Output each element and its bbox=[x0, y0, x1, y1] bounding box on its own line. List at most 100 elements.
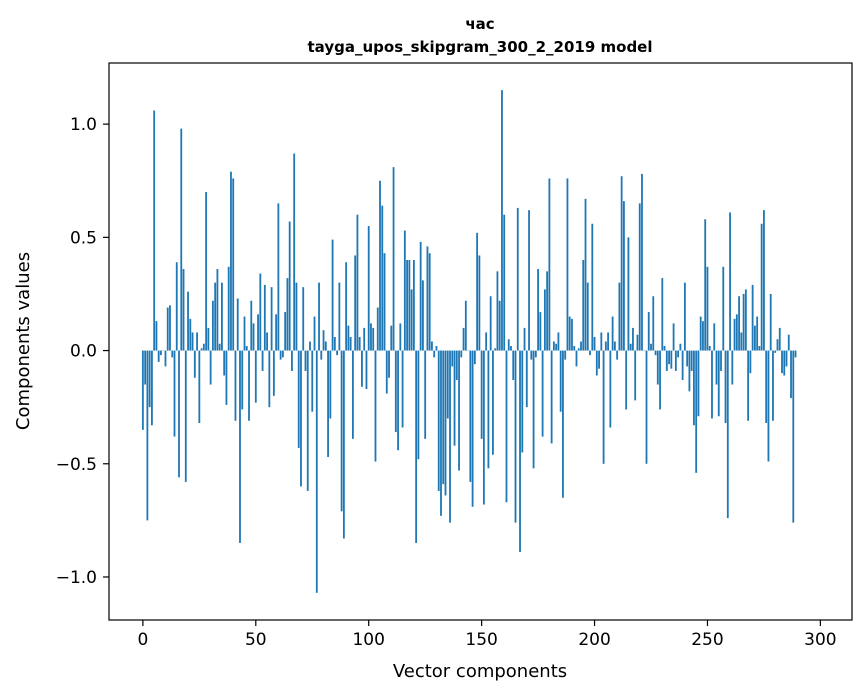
bar-component-208 bbox=[611, 316, 614, 351]
bar-component-32 bbox=[214, 282, 217, 351]
bar-component-109 bbox=[388, 350, 390, 378]
y-tick-label: 1.0 bbox=[70, 115, 97, 135]
bar-component-22 bbox=[191, 332, 194, 351]
bar-component-26 bbox=[200, 348, 203, 351]
bar-component-210 bbox=[616, 350, 619, 360]
bar-component-50 bbox=[254, 350, 257, 403]
bar-component-250 bbox=[706, 266, 709, 351]
bar-component-112 bbox=[394, 350, 397, 433]
bar-component-212 bbox=[620, 176, 623, 351]
bar-component-254 bbox=[715, 350, 718, 385]
bar-component-13 bbox=[171, 350, 174, 358]
bar-component-179 bbox=[546, 271, 549, 351]
bar-component-66 bbox=[291, 350, 293, 371]
bar-component-107 bbox=[383, 253, 386, 351]
bar-component-37 bbox=[225, 350, 228, 405]
bar-component-238 bbox=[679, 343, 682, 351]
x-axis-ticks: 0 50 100 150 200 250 300 bbox=[137, 620, 837, 650]
bar-component-241 bbox=[686, 350, 689, 367]
bar-component-84 bbox=[331, 239, 334, 351]
bar-component-15 bbox=[175, 262, 178, 351]
bar-component-252 bbox=[711, 350, 713, 419]
bar-component-76 bbox=[313, 316, 316, 351]
bar-component-248 bbox=[702, 321, 704, 351]
bar-component-277 bbox=[767, 350, 770, 462]
bar-component-131 bbox=[437, 350, 440, 491]
bar-component-191 bbox=[573, 346, 576, 351]
bar-component-246 bbox=[697, 350, 700, 417]
bar-component-157 bbox=[496, 271, 499, 351]
bar-component-176 bbox=[539, 312, 542, 351]
bar-component-122 bbox=[417, 350, 420, 460]
bar-component-128 bbox=[431, 341, 433, 351]
bar-component-153 bbox=[487, 350, 490, 469]
bar-component-268 bbox=[747, 350, 750, 421]
bar-component-33 bbox=[216, 269, 219, 351]
bar-component-190 bbox=[571, 318, 573, 351]
x-tick-label: 50 bbox=[245, 630, 267, 650]
y-tick-label: −0.5 bbox=[56, 455, 97, 475]
bar-component-48 bbox=[250, 300, 253, 351]
bar-component-228 bbox=[656, 350, 659, 385]
bar-component-79 bbox=[320, 350, 323, 360]
bar-component-163 bbox=[510, 346, 512, 351]
bar-component-242 bbox=[688, 350, 691, 392]
bar-component-61 bbox=[279, 350, 282, 360]
bar-component-267 bbox=[744, 289, 747, 351]
bar-component-284 bbox=[783, 350, 786, 376]
bar-component-199 bbox=[591, 223, 594, 351]
bar-component-270 bbox=[751, 284, 754, 351]
bar-component-269 bbox=[749, 350, 752, 374]
bar-component-170 bbox=[525, 350, 528, 408]
bar-component-148 bbox=[476, 232, 479, 351]
bar-component-55 bbox=[266, 332, 268, 351]
bar-component-49 bbox=[252, 323, 255, 351]
bar-component-175 bbox=[537, 269, 539, 351]
bar-component-17 bbox=[180, 128, 183, 351]
bar-component-287 bbox=[790, 350, 792, 399]
bar-component-103 bbox=[374, 350, 377, 462]
bar-component-130 bbox=[435, 346, 438, 351]
bar-component-189 bbox=[568, 316, 571, 351]
bar-component-235 bbox=[672, 323, 675, 351]
bar-component-150 bbox=[480, 350, 483, 439]
bar-component-160 bbox=[503, 214, 506, 351]
bar-component-6 bbox=[155, 321, 158, 351]
bar-component-158 bbox=[498, 300, 501, 351]
bar-component-161 bbox=[505, 350, 508, 503]
bar-component-226 bbox=[652, 296, 655, 351]
bar-component-98 bbox=[363, 327, 366, 351]
bar-component-108 bbox=[385, 350, 388, 394]
bar-component-116 bbox=[403, 230, 406, 351]
bar-component-214 bbox=[625, 350, 628, 410]
bar-component-34 bbox=[218, 343, 221, 351]
bar-component-229 bbox=[659, 350, 661, 410]
bar-component-143 bbox=[464, 300, 467, 351]
bar-component-197 bbox=[586, 282, 589, 351]
bar-component-285 bbox=[785, 350, 788, 367]
bar-component-54 bbox=[263, 284, 266, 351]
bar-component-173 bbox=[532, 350, 535, 469]
bar-component-114 bbox=[399, 323, 402, 351]
bar-component-121 bbox=[415, 350, 418, 544]
bar-component-165 bbox=[514, 350, 517, 523]
bar-component-159 bbox=[501, 90, 503, 351]
bar-component-185 bbox=[559, 350, 562, 412]
bar-component-223 bbox=[645, 350, 648, 464]
bar-component-95 bbox=[356, 214, 359, 351]
bar-component-118 bbox=[408, 259, 411, 351]
bar-component-97 bbox=[361, 350, 363, 387]
bar-component-35 bbox=[221, 282, 223, 351]
x-tick-label: 250 bbox=[691, 630, 723, 650]
bar-component-27 bbox=[202, 343, 205, 351]
bar-component-14 bbox=[173, 350, 176, 437]
bar-component-45 bbox=[243, 316, 246, 351]
bar-component-183 bbox=[555, 343, 558, 351]
bar-component-265 bbox=[740, 332, 743, 351]
bar-component-106 bbox=[381, 205, 384, 351]
bar-component-239 bbox=[681, 350, 684, 380]
bar-component-247 bbox=[699, 316, 702, 351]
bar-component-286 bbox=[787, 334, 790, 351]
bar-component-282 bbox=[778, 327, 781, 351]
bar-component-240 bbox=[683, 282, 686, 351]
